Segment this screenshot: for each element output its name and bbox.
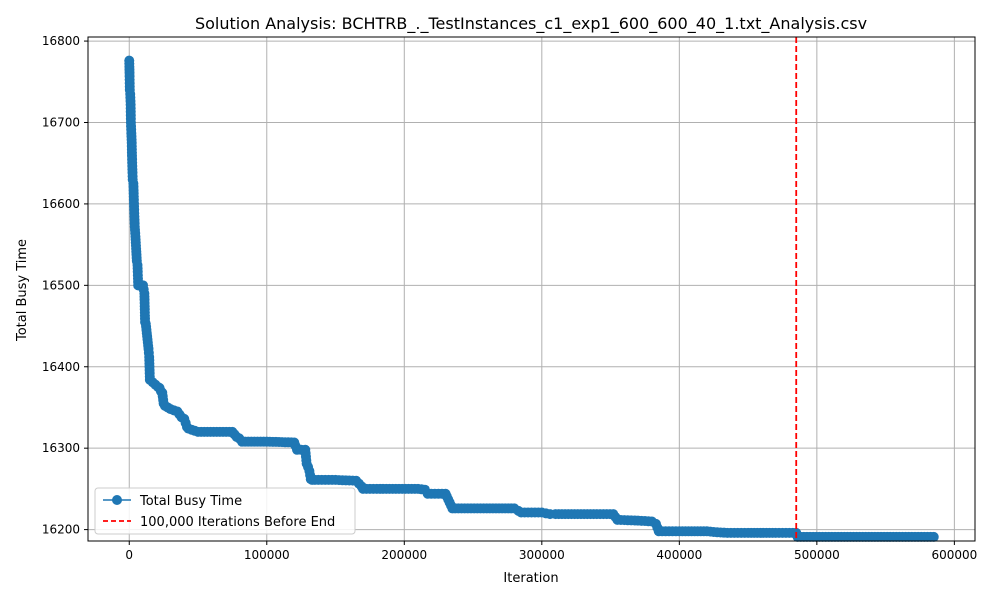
legend-marker-swatch	[112, 495, 122, 505]
x-tick-label: 400000	[656, 548, 702, 562]
series-line-total-busy-time	[128, 60, 934, 538]
y-axis-label: Total Busy Time	[15, 239, 30, 342]
chart-title: Solution Analysis: BCHTRB_._TestInstance…	[195, 14, 867, 34]
grid	[88, 37, 975, 541]
y-tick-label: 16400	[42, 360, 80, 374]
legend-label-iterations-before-end: 100,000 Iterations Before End	[140, 515, 335, 530]
y-ticks: 16200 16300 16400 16500 16600 16700 16800	[42, 34, 88, 537]
x-tick-label: 100000	[244, 548, 290, 562]
series-layer	[124, 55, 939, 542]
data-point	[928, 531, 939, 542]
y-tick-label: 16700	[42, 115, 80, 129]
x-axis-label: Iteration	[503, 571, 558, 586]
legend-label-total-busy-time: Total Busy Time	[139, 494, 242, 509]
legend-box	[94, 487, 356, 535]
y-tick-label: 16200	[42, 523, 80, 537]
x-tick-label: 200000	[381, 548, 427, 562]
plot-frame	[87, 36, 976, 542]
x-tick-label: 600000	[931, 548, 977, 562]
y-tick-label: 16500	[42, 278, 80, 292]
x-ticks: 0 100000 200000 300000 400000 500000 600000	[125, 541, 977, 562]
legend: Total Busy Time 100,000 Iterations Befor…	[94, 487, 356, 535]
x-tick-label: 0	[125, 548, 133, 562]
x-tick-label: 300000	[519, 548, 565, 562]
x-tick-label: 500000	[794, 548, 840, 562]
y-tick-label: 16600	[42, 197, 80, 211]
y-tick-label: 16800	[42, 34, 80, 48]
y-tick-label: 16300	[42, 441, 80, 455]
